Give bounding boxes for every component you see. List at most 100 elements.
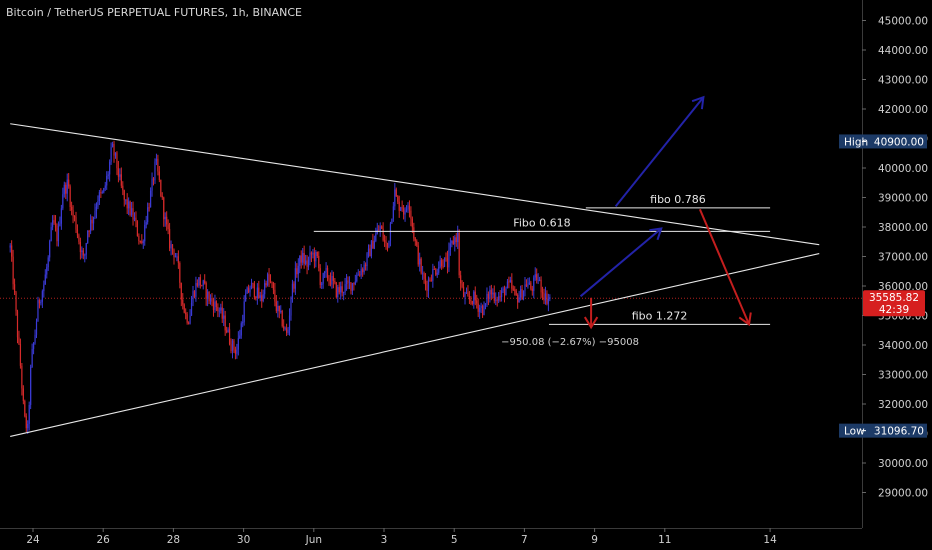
candle-body [499,296,501,298]
candle-body [528,282,530,285]
projection-arrow-up-head [649,227,663,241]
candle-body [12,256,14,285]
candle-body [259,295,261,298]
candle-body [170,244,172,249]
candle-body [221,307,223,319]
high-badge-label: High [844,136,868,148]
candle-body [258,287,260,298]
candle-body [73,216,76,218]
candle-body [391,218,393,224]
candle-body [60,208,62,224]
candle-body [343,291,345,293]
candle-body [354,281,356,285]
candle-body [505,288,507,296]
candle-body [369,248,371,257]
candle-body [329,279,332,285]
candle-body [325,268,327,272]
candle-body [141,241,143,243]
candle-body [416,240,418,246]
candle-body [110,147,112,162]
candle-body [50,227,52,242]
candle-body [109,161,111,175]
candle-body [185,312,187,315]
candle-body [202,280,204,286]
candle-body [383,240,386,242]
candle-body [278,305,280,312]
time-tick-label: 7 [521,534,528,546]
candle-body [328,278,330,280]
candle-body [521,288,523,300]
projection-arrow-down-head [738,312,752,327]
candle-body [305,260,307,264]
candle-body [522,290,525,300]
candle-body [405,209,408,211]
candle-body [18,337,20,345]
price-tick-label: 42000.00 [878,104,928,116]
candle-body [432,268,434,281]
candle-body [37,300,39,322]
candle-body [430,280,432,282]
candle-body [144,225,146,242]
candle-body [31,348,33,368]
candle-body [509,280,511,282]
candle-body [176,256,178,258]
candle-body [442,265,444,267]
low-badge-value: 31096.70 [874,426,924,438]
candle-body [353,283,355,285]
candle-body [474,291,476,301]
candle-body [487,293,490,299]
candle-body [356,275,358,282]
candle-body [297,265,299,275]
candle-body [441,260,443,266]
candle-body [398,201,400,211]
candle-body [25,416,27,429]
candle-body [220,307,222,311]
candle-body [41,291,43,302]
price-tick-label: 29000.00 [878,488,928,500]
candle-body [302,253,304,263]
candle-body [411,218,413,228]
candle-body [496,299,498,301]
candle-body [56,227,58,242]
candle-body [193,291,196,297]
price-tick-label: 30000.00 [878,458,928,470]
candle-body [57,225,60,242]
candle-body [337,287,339,298]
candle-body [154,161,156,181]
candle-body [549,297,551,299]
candle-body [435,269,437,275]
candle-body [400,207,402,211]
candle-body [196,283,198,286]
candle-body [316,251,318,256]
time-tick-label: 28 [167,534,180,546]
candle-body [307,259,310,267]
candle-body [272,282,275,290]
candle-body [188,322,190,324]
candle-body [294,268,296,289]
candle-body [231,340,234,351]
candle-body [132,208,134,220]
candle-body [271,282,273,284]
candle-body [195,283,197,297]
candle-body [9,245,11,248]
candle-body [249,289,251,293]
candle-body [179,262,181,283]
candle-body [465,292,468,294]
candle-body [65,184,67,194]
candle-body [277,305,279,311]
projection-arrow-up [614,96,705,207]
candle-body [476,300,478,304]
measure-annotation: −950.08 (−2.67%) −95008 [501,337,639,348]
candle-body [492,292,494,295]
candle-body [16,311,19,338]
candle-body [375,233,377,241]
trendline [10,253,820,437]
candle-body [464,293,466,298]
candle-body [288,315,291,331]
time-tick-label: 14 [763,534,777,546]
candle-body [233,340,235,350]
candle-body [452,240,454,245]
candle-body [512,288,514,290]
candle-body [139,240,141,242]
